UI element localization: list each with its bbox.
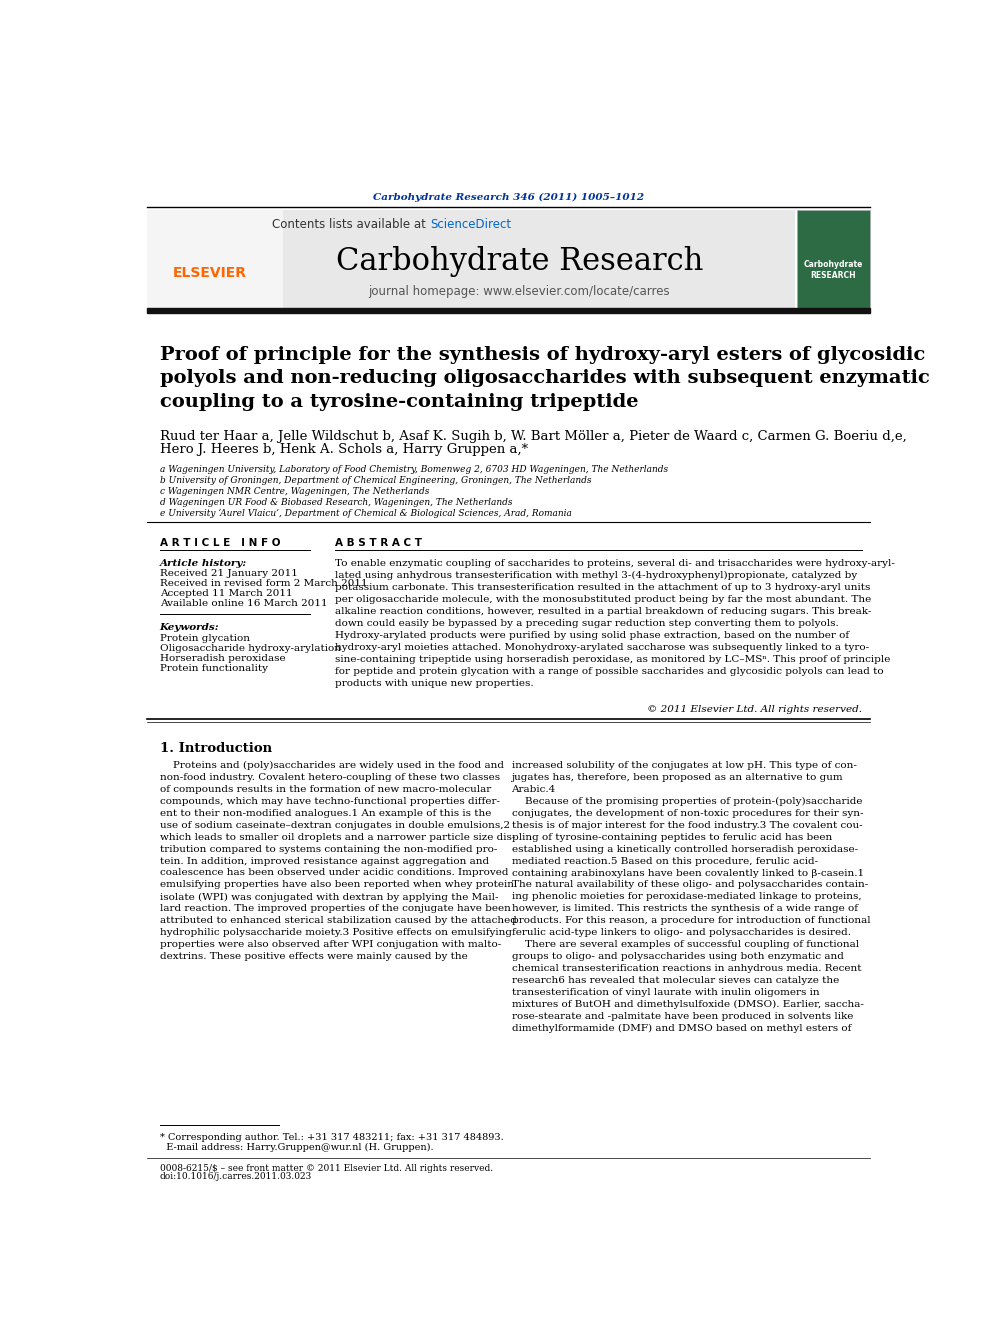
Text: a Wageningen University, Laboratory of Food Chemistry, Bomenweg 2, 6703 HD Wagen: a Wageningen University, Laboratory of F… bbox=[160, 466, 668, 474]
Text: Horseradish peroxidase: Horseradish peroxidase bbox=[160, 654, 286, 663]
Text: d Wageningen UR Food & Biobased Research, Wageningen, The Netherlands: d Wageningen UR Food & Biobased Research… bbox=[160, 497, 512, 507]
Text: Accepted 11 March 2011: Accepted 11 March 2011 bbox=[160, 589, 293, 598]
Text: * Corresponding author. Tel.: +31 317 483211; fax: +31 317 484893.: * Corresponding author. Tel.: +31 317 48… bbox=[160, 1132, 503, 1142]
Text: To enable enzymatic coupling of saccharides to proteins, several di- and trisacc: To enable enzymatic coupling of sacchari… bbox=[335, 560, 895, 688]
Text: Received in revised form 2 March 2011: Received in revised form 2 March 2011 bbox=[160, 579, 367, 589]
Text: 0008-6215/$ – see front matter © 2011 Elsevier Ltd. All rights reserved.: 0008-6215/$ – see front matter © 2011 El… bbox=[160, 1164, 493, 1172]
Text: ScienceDirect: ScienceDirect bbox=[431, 218, 511, 230]
Text: b University of Groningen, Department of Chemical Engineering, Groningen, The Ne: b University of Groningen, Department of… bbox=[160, 476, 591, 486]
Text: © 2011 Elsevier Ltd. All rights reserved.: © 2011 Elsevier Ltd. All rights reserved… bbox=[647, 705, 862, 714]
Text: Article history:: Article history: bbox=[160, 560, 247, 568]
Bar bbox=[147, 209, 283, 311]
Text: 1. Introduction: 1. Introduction bbox=[160, 742, 272, 754]
Bar bbox=[147, 308, 870, 312]
Text: journal homepage: www.elsevier.com/locate/carres: journal homepage: www.elsevier.com/locat… bbox=[368, 284, 670, 298]
Text: Carbohydrate
RESEARCH: Carbohydrate RESEARCH bbox=[804, 261, 863, 280]
Text: ELSEVIER: ELSEVIER bbox=[173, 266, 246, 279]
Text: Carbohydrate Research: Carbohydrate Research bbox=[335, 246, 703, 277]
Text: Ruud ter Haar a, Jelle Wildschut b, Asaf K. Sugih b, W. Bart Möller a, Pieter de: Ruud ter Haar a, Jelle Wildschut b, Asaf… bbox=[160, 430, 907, 443]
Text: E-mail address: Harry.Gruppen@wur.nl (H. Gruppen).: E-mail address: Harry.Gruppen@wur.nl (H.… bbox=[160, 1143, 434, 1152]
Text: Received 21 January 2011: Received 21 January 2011 bbox=[160, 569, 298, 578]
Text: A B S T R A C T: A B S T R A C T bbox=[335, 538, 422, 548]
Text: Contents lists available at: Contents lists available at bbox=[273, 218, 431, 230]
Text: Protein functionality: Protein functionality bbox=[160, 664, 268, 673]
Bar bbox=[797, 209, 870, 311]
Text: Protein glycation: Protein glycation bbox=[160, 634, 250, 643]
Text: Proof of principle for the synthesis of hydroxy-aryl esters of glycosidic
polyol: Proof of principle for the synthesis of … bbox=[160, 345, 930, 410]
Text: A R T I C L E   I N F O: A R T I C L E I N F O bbox=[160, 538, 280, 548]
Text: Available online 16 March 2011: Available online 16 March 2011 bbox=[160, 599, 327, 609]
Text: Carbohydrate Research 346 (2011) 1005–1012: Carbohydrate Research 346 (2011) 1005–10… bbox=[373, 193, 644, 202]
Text: e University ‘Aurel Vlaicu’, Department of Chemical & Biological Sciences, Arad,: e University ‘Aurel Vlaicu’, Department … bbox=[160, 508, 571, 517]
Text: c Wageningen NMR Centre, Wageningen, The Netherlands: c Wageningen NMR Centre, Wageningen, The… bbox=[160, 487, 429, 496]
Text: Oligosaccharide hydroxy-arylation: Oligosaccharide hydroxy-arylation bbox=[160, 644, 340, 652]
Text: doi:10.1016/j.carres.2011.03.023: doi:10.1016/j.carres.2011.03.023 bbox=[160, 1172, 311, 1181]
Text: Proteins and (poly)saccharides are widely used in the food and
non-food industry: Proteins and (poly)saccharides are widel… bbox=[160, 761, 517, 962]
Text: increased solubility of the conjugates at low pH. This type of con-
jugates has,: increased solubility of the conjugates a… bbox=[512, 761, 870, 1033]
Text: Hero J. Heeres b, Henk A. Schols a, Harry Gruppen a,*: Hero J. Heeres b, Henk A. Schols a, Harr… bbox=[160, 443, 528, 456]
Bar bbox=[147, 209, 796, 311]
Text: Keywords:: Keywords: bbox=[160, 623, 219, 632]
